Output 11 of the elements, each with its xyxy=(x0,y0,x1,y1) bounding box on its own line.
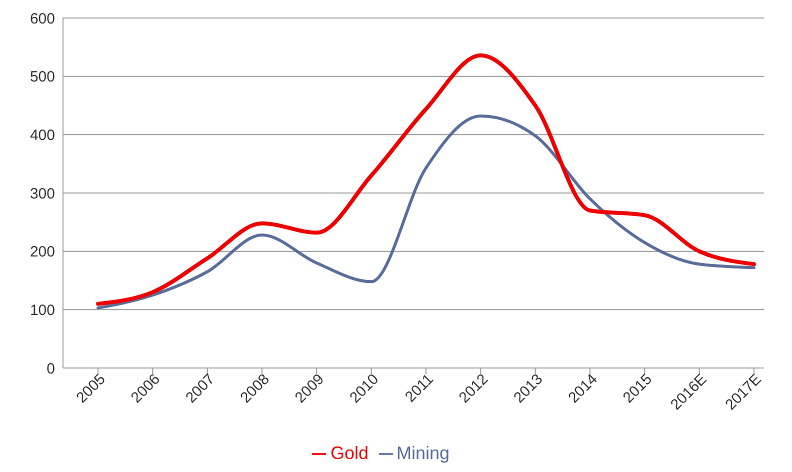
line-series xyxy=(96,53,756,306)
y-tick-label: 200 xyxy=(30,244,55,261)
y-tick-label: 400 xyxy=(30,126,55,144)
y-tick-label: 100 xyxy=(30,302,55,319)
line-series xyxy=(96,114,756,310)
y-tick-label: 300 xyxy=(30,185,55,202)
legend-label: Mining xyxy=(396,443,450,463)
y-tick-label: 0 xyxy=(46,360,55,378)
y-tick-label: 600 xyxy=(30,10,55,28)
y-tick-label: 500 xyxy=(30,68,55,86)
legend-label: Gold xyxy=(330,443,368,463)
